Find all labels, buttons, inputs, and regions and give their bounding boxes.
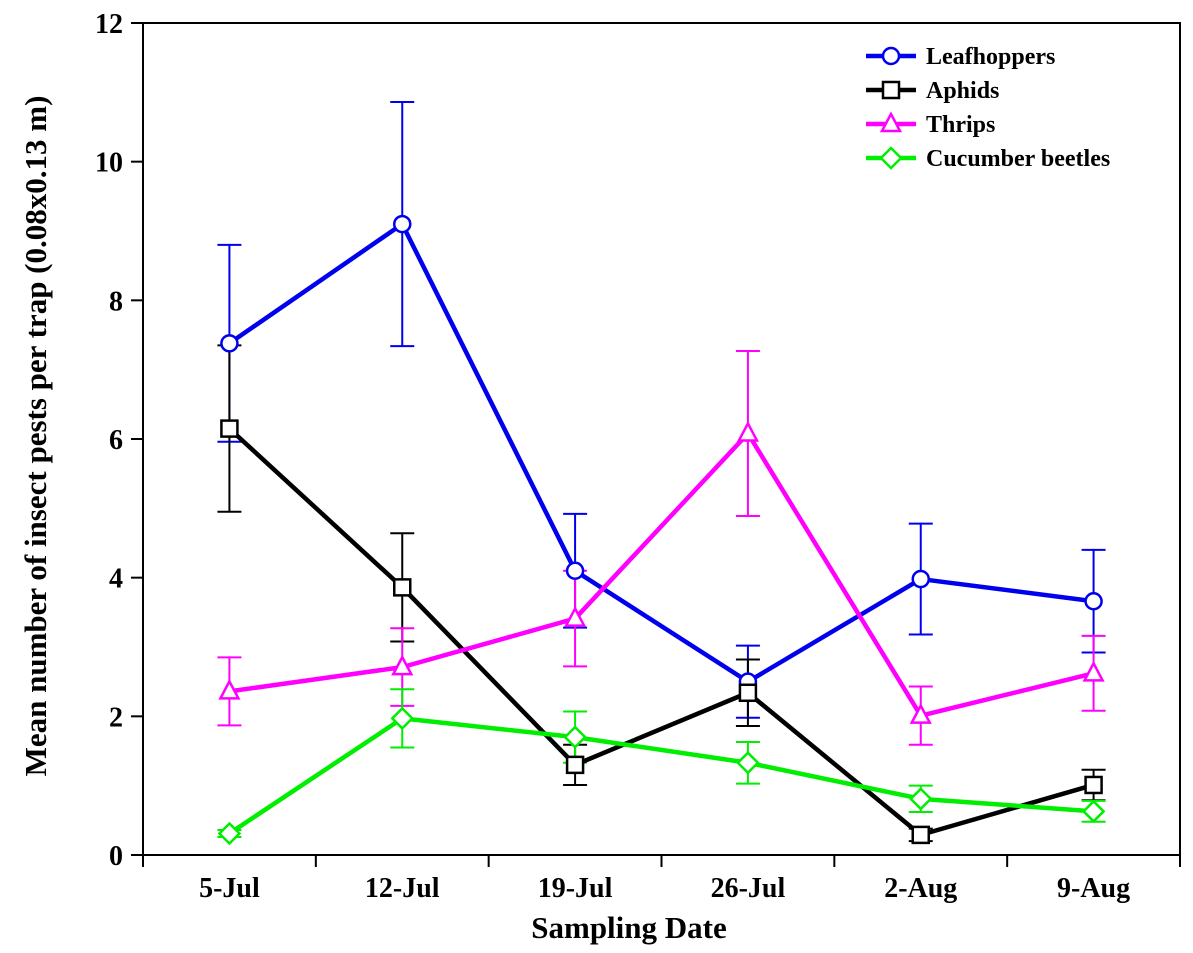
y-tick-label: 12 (95, 9, 123, 40)
y-tick-label: 6 (109, 425, 123, 456)
thrips-point (909, 702, 932, 724)
series-lines (227, 221, 1095, 838)
legend-label-thrips: Thrips (926, 112, 995, 138)
leafhoppers-point (393, 214, 412, 234)
legend-label-cucumber-beetles: Cucumber beetles (926, 146, 1110, 172)
cucumber-beetles-point (390, 706, 415, 731)
y-tick-label: 4 (109, 564, 123, 595)
y-tick-label: 0 (109, 841, 123, 872)
leafhoppers-point (911, 569, 930, 589)
markers (217, 214, 1106, 846)
aphids-point (911, 825, 930, 845)
leafhoppers-point (220, 334, 239, 353)
thrips-point (391, 654, 414, 676)
thrips-point (1082, 660, 1105, 682)
aphids-point (565, 755, 585, 775)
legend-marker-aphids (881, 80, 901, 100)
cucumber-beetles-line (228, 716, 1094, 836)
cucumber-beetles-point (217, 821, 242, 846)
aphids-point (1084, 775, 1103, 795)
axes: 0 2 4 6 8 10 12 5-Jul 12-Jul 19-Jul 26-Jul 2-Aug 9-A… (95, 9, 1181, 904)
legend-marker-thrips (879, 111, 903, 133)
y-tick-label: 2 (109, 702, 123, 733)
x-tick-label: 19-Jul (538, 873, 613, 904)
leafhoppers-line (228, 221, 1094, 684)
x-tick-label: 26-Jul (711, 873, 786, 904)
thrips-line (229, 431, 1095, 718)
aphids-line (227, 426, 1095, 838)
cucumber-beetles-point (1081, 799, 1106, 824)
thrips-point (564, 605, 587, 627)
leafhoppers-point (1084, 591, 1103, 611)
cucumber-beetles-point (563, 725, 587, 749)
thrips-point (736, 420, 759, 442)
x-tick-label: 9-Aug (1057, 873, 1130, 904)
cucumber-beetles-point (908, 787, 933, 811)
y-tick-label: 8 (109, 286, 123, 317)
legend-label-aphids: Aphids (926, 78, 999, 104)
legend-marker-leafhoppers (881, 46, 901, 66)
cucumber-beetles-point (736, 751, 760, 775)
legend-label-leafhoppers: Leafhoppers (926, 44, 1055, 70)
aphids-point (220, 419, 239, 438)
aphids-point (393, 578, 412, 597)
aphids-point (738, 683, 758, 703)
legend: Leafhoppers Aphids Thrips Cucumber beetles (866, 44, 1110, 172)
thrips-point (218, 678, 241, 700)
y-axis-title: Mean number of insect pests per trap (0.… (18, 96, 53, 777)
leafhoppers-point (565, 561, 585, 580)
x-tick-label: 2-Aug (884, 873, 957, 904)
y-tick-label: 10 (95, 148, 123, 179)
x-tick-label: 5-Jul (199, 873, 260, 904)
x-tick-label: 12-Jul (365, 873, 440, 904)
x-axis-title: Sampling Date (531, 910, 727, 945)
legend-marker-cucumber-beetles (879, 146, 903, 170)
